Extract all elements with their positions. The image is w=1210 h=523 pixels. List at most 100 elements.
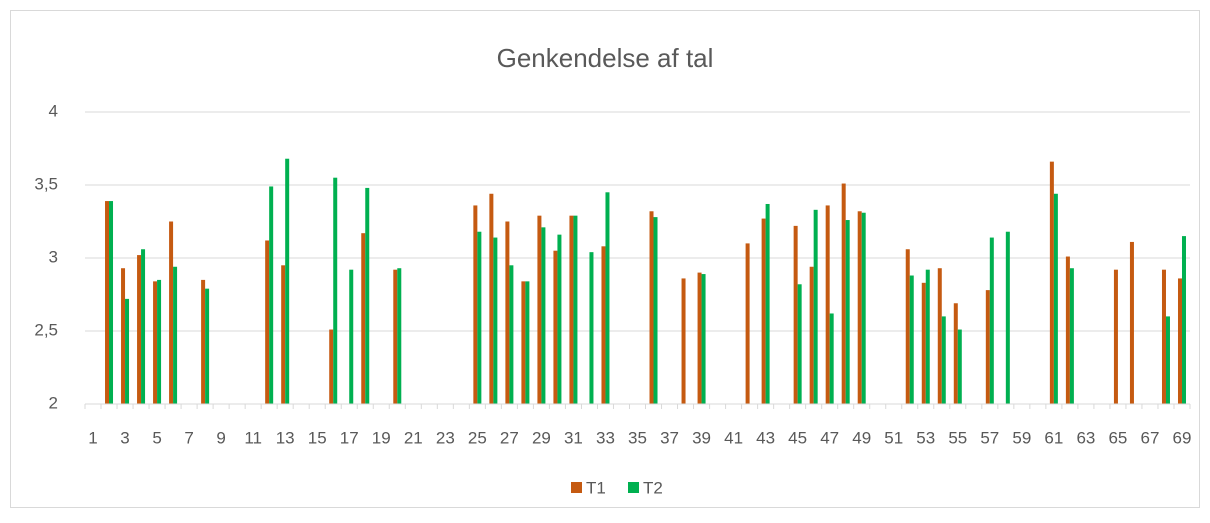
x-tick-label: 53: [916, 428, 935, 447]
bar: [553, 250, 558, 404]
bar: [269, 186, 274, 404]
bar: [813, 209, 818, 404]
bar: [105, 201, 110, 404]
bar: [205, 288, 210, 404]
legend-swatch: [571, 482, 582, 493]
bar: [473, 205, 478, 404]
x-tick-label: 51: [884, 428, 903, 447]
x-tick-label: 23: [436, 428, 455, 447]
bar: [557, 234, 562, 404]
x-tick-label: 45: [788, 428, 807, 447]
bar: [173, 266, 178, 404]
x-tick-label: 3: [120, 428, 129, 447]
bar: [845, 220, 850, 404]
bar: [905, 249, 910, 404]
y-tick-label: 2,5: [34, 320, 58, 339]
bar: [985, 290, 990, 404]
bar: [793, 225, 798, 404]
x-tick-label: 39: [692, 428, 711, 447]
x-tick-label: 43: [756, 428, 775, 447]
x-tick-label: 31: [564, 428, 583, 447]
bar: [477, 231, 482, 404]
x-tick-label: 59: [1012, 428, 1031, 447]
y-tick-label: 4: [49, 101, 58, 120]
bar: [601, 246, 606, 404]
bar: [365, 187, 370, 404]
bar: [1053, 193, 1058, 404]
bar: [701, 274, 706, 404]
bar: [201, 279, 206, 404]
x-tick-label: 17: [340, 428, 359, 447]
x-tick-label: 47: [820, 428, 839, 447]
bar: [397, 268, 402, 404]
bar: [841, 183, 846, 404]
x-tick-label: 1: [88, 428, 97, 447]
bar: [109, 201, 114, 404]
bar: [509, 265, 514, 404]
bar: [957, 329, 962, 404]
bar: [745, 243, 750, 404]
x-tick-label: 41: [724, 428, 743, 447]
bar: [393, 269, 398, 404]
bar: [141, 249, 146, 404]
bar: [333, 177, 338, 404]
bar: [361, 233, 366, 404]
legend-label: T2: [643, 478, 663, 497]
bar: [265, 240, 270, 404]
bar: [541, 227, 546, 404]
x-tick-label: 9: [216, 428, 225, 447]
bar: [1165, 316, 1170, 404]
x-tick-label: 27: [500, 428, 519, 447]
bar: [489, 193, 494, 404]
bar: [521, 281, 526, 404]
bar: [137, 255, 142, 404]
x-tick-label: 61: [1044, 428, 1063, 447]
bar: [493, 237, 498, 404]
x-tick-label: 69: [1173, 428, 1192, 447]
bar: [1005, 231, 1010, 404]
bar: [925, 269, 930, 404]
x-tick-label: 25: [468, 428, 487, 447]
x-tick-label: 19: [372, 428, 391, 447]
x-tick-label: 65: [1108, 428, 1127, 447]
bar: [653, 217, 658, 404]
bar: [1049, 161, 1054, 404]
bar: [537, 215, 542, 404]
y-tick-label: 3: [49, 247, 58, 266]
x-tick-label: 5: [152, 428, 161, 447]
bar: [153, 281, 158, 404]
bar: [829, 313, 834, 404]
x-tick-label: 67: [1141, 428, 1160, 447]
x-tick-label: 15: [308, 428, 327, 447]
bar: [1069, 268, 1074, 404]
x-tick-label: 49: [852, 428, 871, 447]
bar: [953, 303, 958, 404]
bar: [921, 282, 926, 404]
bar: [681, 278, 686, 404]
legend-label: T1: [586, 478, 606, 497]
bar: [909, 275, 914, 404]
bar: [697, 272, 702, 404]
x-tick-label: 29: [532, 428, 551, 447]
bar: [605, 192, 610, 404]
y-tick-label: 3,5: [34, 174, 58, 193]
x-tick-label: 7: [184, 428, 193, 447]
bar: [157, 279, 162, 404]
chart-title: Genkendelse af tal: [497, 43, 714, 73]
bar: [989, 237, 994, 404]
bar: [569, 215, 574, 404]
x-tick-label: 35: [628, 428, 647, 447]
bar: [809, 266, 814, 404]
x-tick-label: 13: [276, 428, 295, 447]
bar: [825, 205, 830, 404]
bar: [573, 215, 578, 404]
bar: [169, 221, 174, 404]
x-tick-label: 55: [948, 428, 967, 447]
bar: [1129, 241, 1134, 404]
legend-swatch: [628, 482, 639, 493]
x-tick-label: 11: [244, 428, 262, 447]
bar: [761, 218, 766, 404]
bar: [505, 221, 510, 404]
bar: [857, 211, 862, 404]
